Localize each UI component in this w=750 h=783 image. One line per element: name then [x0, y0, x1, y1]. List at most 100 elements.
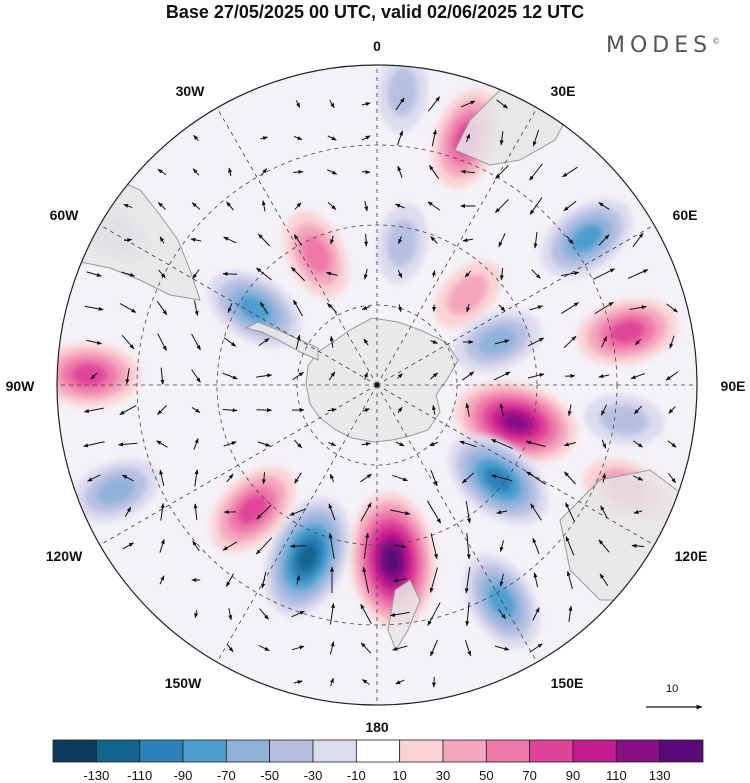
colorbar-segment [485, 739, 531, 763]
wind-vector [395, 203, 405, 209]
wind-vector [157, 202, 167, 210]
wind-vector [192, 269, 200, 279]
wind-vector [159, 575, 165, 585]
wind-vector [257, 233, 271, 247]
wind-vector [494, 339, 510, 345]
wind-vector [361, 135, 371, 141]
anomaly-cell [452, 310, 542, 373]
wind-vectors [82, 96, 679, 688]
wind-vector [498, 608, 506, 620]
wind-vector [223, 337, 237, 347]
anomaly-field-layer [57, 65, 679, 649]
wind-vector [289, 544, 306, 549]
meridian-line [376, 384, 655, 546]
colorbar-tick-label: -110 [127, 768, 153, 783]
wind-vector [295, 100, 301, 108]
wind-vector [223, 441, 237, 447]
wind-vector [529, 197, 543, 215]
wind-vector [495, 199, 509, 213]
colorbar-labels: -130 -110 -90 -70 -50 -30 -10 10 30 50 70 90 110 130 [0, 768, 750, 783]
wind-vector [291, 610, 305, 618]
colorbar-tick-label: 110 [605, 768, 627, 783]
wind-vector [427, 602, 441, 626]
colorbar-segment [355, 739, 401, 763]
wind-vector [667, 472, 677, 484]
wind-vector [256, 373, 273, 378]
longitude-label: 30W [175, 83, 205, 99]
wind-vector [600, 505, 608, 519]
wind-vector [261, 571, 267, 589]
anomaly-cell [264, 497, 351, 618]
wind-vector [532, 129, 540, 147]
wind-vector [364, 233, 369, 247]
wind-vector [361, 679, 370, 685]
colorbar-tick-label: 130 [648, 768, 671, 783]
wind-vector [256, 408, 273, 413]
wind-vector [561, 302, 580, 314]
wind-vector [360, 473, 372, 483]
wind-vector [529, 643, 543, 653]
wind-vector [427, 201, 441, 211]
colorbar-tick-label: -10 [346, 768, 366, 783]
wind-vector [192, 540, 200, 552]
wind-vector [362, 169, 371, 174]
wind-vector [190, 237, 202, 242]
wind-vector [565, 536, 575, 556]
wind-vector [494, 645, 510, 651]
anomaly-contour [610, 320, 645, 343]
map-content [57, 65, 697, 705]
colorbar-segment [312, 739, 357, 763]
wind-vector [90, 372, 98, 380]
wind-vector [293, 136, 303, 140]
wind-vector [157, 333, 167, 352]
wind-vector [498, 304, 506, 312]
wind-vector [594, 301, 614, 315]
wind-vector [567, 404, 572, 417]
wind-vector [525, 440, 546, 447]
anomaly-contour [297, 543, 318, 571]
wind-vector [191, 407, 201, 413]
wind-vector [159, 236, 165, 244]
wind-vector [568, 605, 573, 622]
wind-vector [465, 402, 470, 417]
wind-vector [329, 677, 334, 687]
antarctic-peninsula [244, 321, 319, 361]
wind-vector [633, 509, 643, 514]
wind-vector [225, 573, 235, 587]
anomaly-cell [540, 198, 633, 278]
wind-vector [669, 335, 675, 349]
wind-vector [627, 269, 649, 279]
colorbar-tick-label: 90 [565, 768, 581, 783]
wind-vector [364, 200, 369, 212]
wind-vector [83, 407, 104, 413]
wind-vector [397, 373, 403, 379]
wind-vector [429, 567, 438, 594]
wind-vector [431, 404, 436, 415]
meridian-line [99, 224, 378, 386]
anomaly-contour [71, 364, 107, 386]
wind-vector [602, 472, 606, 483]
wind-vector [598, 202, 610, 210]
wind-vector [291, 645, 305, 651]
colorbar-segment [269, 739, 314, 763]
colorbar-segment [182, 739, 227, 763]
wind-vector [563, 442, 576, 447]
anomaly-contour [302, 235, 331, 274]
wind-vector [82, 441, 105, 448]
longitude-label: 0 [373, 38, 381, 54]
meridian-line [99, 384, 378, 546]
wind-vector [430, 236, 438, 244]
wind-vector [294, 472, 302, 484]
wind-vector [84, 305, 104, 311]
wind-vector [327, 169, 338, 175]
brand-mark: © [712, 36, 721, 46]
wind-vector [633, 440, 644, 448]
wind-vector [121, 474, 134, 482]
wind-vector [397, 165, 403, 179]
wind-vector [427, 96, 441, 112]
colorbar-tick-label: 30 [435, 768, 451, 783]
meridian-line [376, 224, 655, 386]
wind-vector [499, 131, 504, 146]
colorbar-tick-label: -130 [83, 768, 110, 783]
south-pole-marker [374, 382, 380, 388]
